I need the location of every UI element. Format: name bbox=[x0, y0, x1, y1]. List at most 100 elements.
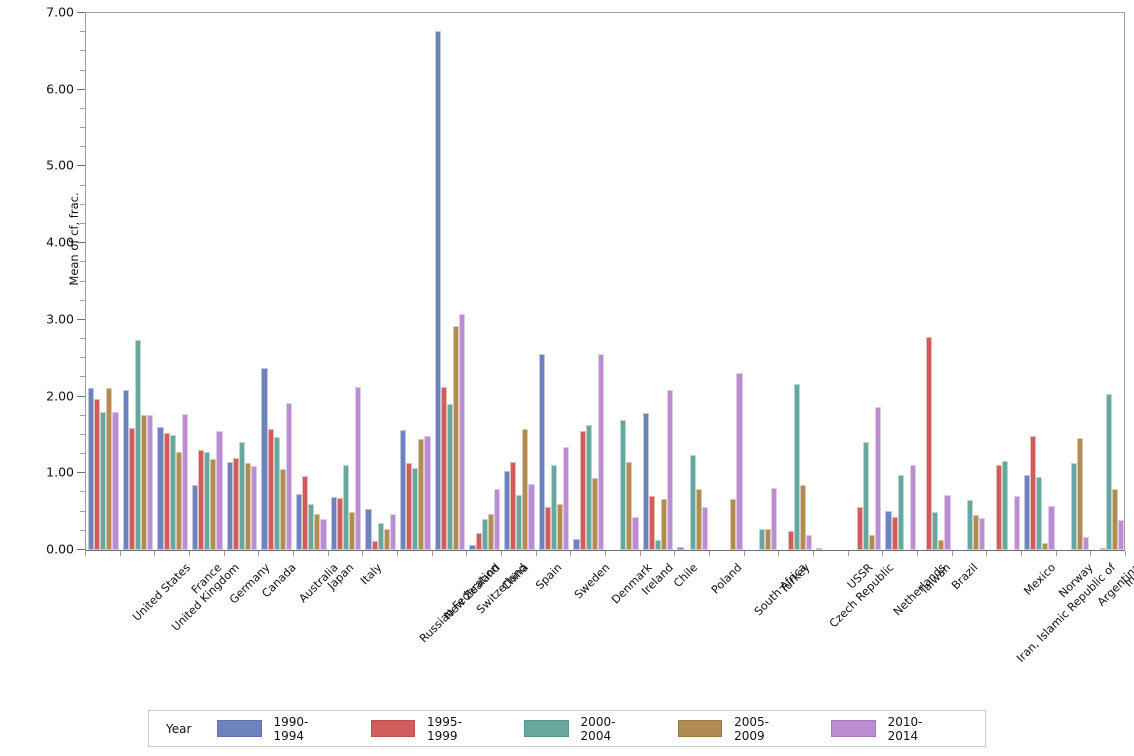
x-tick-mark bbox=[362, 551, 364, 556]
bar bbox=[938, 540, 945, 550]
bar bbox=[112, 411, 119, 550]
y-tick-label: 4.00 bbox=[46, 234, 74, 250]
x-tick-mark bbox=[1125, 551, 1126, 556]
bar bbox=[1042, 543, 1049, 550]
legend-swatch bbox=[831, 720, 876, 737]
x-tick-label: Brazil bbox=[949, 561, 981, 593]
legend-item[interactable]: 2010-2014 bbox=[831, 715, 945, 743]
bar bbox=[799, 484, 806, 550]
bar bbox=[862, 441, 870, 550]
bar bbox=[891, 517, 898, 550]
bar bbox=[424, 436, 431, 550]
bar bbox=[192, 484, 199, 550]
bar bbox=[626, 461, 633, 550]
bar bbox=[267, 428, 274, 550]
x-tick-mark bbox=[293, 551, 294, 556]
x-tick-mark bbox=[882, 551, 884, 556]
x-tick-mark bbox=[605, 551, 606, 556]
bar bbox=[459, 313, 466, 550]
legend-item[interactable]: 2005-2009 bbox=[677, 714, 792, 743]
y-tick-mark bbox=[77, 549, 85, 550]
x-tick-mark bbox=[397, 551, 398, 556]
y-tick-minor bbox=[80, 203, 85, 205]
bar bbox=[446, 404, 454, 550]
bar bbox=[1024, 474, 1031, 550]
bar bbox=[296, 494, 303, 550]
legend-item[interactable]: 1990-1994 bbox=[217, 715, 331, 743]
y-tick-mark bbox=[77, 395, 85, 397]
bar bbox=[355, 386, 362, 550]
legend-items: 1990-1994 1995-1999 2000-2004 2005-2009 2010… bbox=[217, 715, 985, 743]
x-tick-mark bbox=[951, 551, 953, 556]
y-tick-minor bbox=[80, 69, 85, 71]
bar bbox=[932, 511, 939, 550]
y-tick-minor bbox=[80, 280, 85, 282]
bar bbox=[308, 503, 315, 550]
bar bbox=[632, 517, 639, 550]
x-tick-label: Spain bbox=[533, 561, 565, 593]
bar bbox=[493, 488, 500, 550]
x-tick-mark bbox=[1055, 551, 1057, 556]
x-tick-label: Italy bbox=[358, 561, 385, 588]
bar bbox=[175, 451, 182, 550]
bar bbox=[805, 534, 812, 550]
x-tick-mark bbox=[154, 551, 156, 556]
legend-swatch bbox=[524, 720, 569, 737]
bar bbox=[579, 431, 586, 550]
legend-item[interactable]: 1995-1999 bbox=[370, 714, 485, 743]
x-tick-mark bbox=[327, 551, 329, 556]
bar bbox=[667, 390, 674, 550]
bar bbox=[736, 372, 743, 550]
x-tick-label: Poland bbox=[708, 561, 745, 597]
bar bbox=[314, 513, 321, 550]
legend-label: 2005-2009 bbox=[734, 714, 769, 743]
bar bbox=[648, 496, 655, 550]
x-tick-label: Sweden bbox=[571, 561, 613, 602]
bar bbox=[695, 489, 702, 550]
y-tick-minor bbox=[80, 414, 85, 416]
bar bbox=[701, 507, 708, 550]
bar bbox=[654, 540, 662, 550]
bar bbox=[88, 388, 95, 550]
bar bbox=[216, 431, 223, 550]
legend-label: 1995-1999 bbox=[427, 714, 462, 743]
bar bbox=[302, 475, 309, 550]
x-tick-mark bbox=[778, 551, 780, 556]
bar bbox=[730, 498, 737, 550]
bar bbox=[389, 513, 396, 550]
bar bbox=[371, 540, 378, 550]
bar bbox=[1070, 463, 1078, 550]
bar bbox=[487, 513, 494, 550]
bar bbox=[585, 424, 592, 550]
bar bbox=[869, 535, 876, 550]
x-tick-mark bbox=[570, 551, 572, 556]
bar bbox=[563, 447, 570, 550]
bar bbox=[279, 469, 286, 550]
bar bbox=[273, 437, 280, 550]
y-tick-minor bbox=[80, 299, 85, 301]
bar bbox=[147, 414, 154, 550]
bar bbox=[787, 530, 794, 550]
bar bbox=[100, 411, 107, 550]
y-tick-minor bbox=[80, 107, 85, 109]
x-tick-mark bbox=[189, 551, 190, 556]
bar bbox=[163, 433, 170, 550]
bar bbox=[412, 467, 419, 550]
bar bbox=[1036, 477, 1043, 550]
bar bbox=[475, 533, 482, 550]
legend-item[interactable]: 2000-2004 bbox=[524, 715, 638, 743]
plot-area bbox=[85, 12, 1125, 551]
bar bbox=[94, 398, 101, 550]
bar bbox=[885, 510, 892, 550]
y-tick-minor bbox=[80, 453, 85, 455]
x-tick-label: Iran, Islamic Republic of bbox=[1014, 561, 1119, 665]
x-tick-label: Mexico bbox=[1021, 561, 1058, 598]
bar bbox=[1111, 489, 1118, 550]
bar bbox=[210, 458, 217, 550]
bar bbox=[400, 430, 407, 550]
y-tick-mark bbox=[77, 165, 85, 167]
legend-title: Year bbox=[166, 721, 192, 736]
bar bbox=[320, 518, 327, 550]
x-tick-mark bbox=[501, 551, 502, 556]
